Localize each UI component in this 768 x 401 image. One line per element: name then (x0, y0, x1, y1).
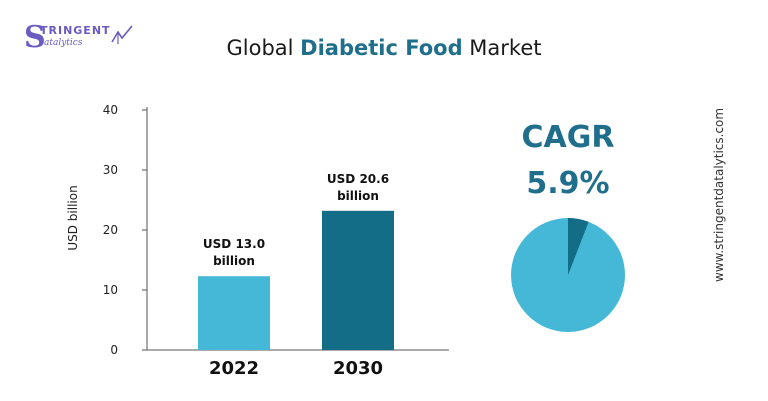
y-tick-label-0: 0 (110, 343, 118, 357)
title-highlight: Diabetic Food (300, 36, 463, 60)
title-suffix: Market (462, 36, 542, 60)
y-axis-label: USD billion (66, 185, 80, 250)
bar-2030 (322, 210, 394, 350)
logo-bottom-text: atalytics (44, 38, 83, 48)
cagr-label: CAGR (521, 120, 615, 155)
data-label-2030-0: USD 20.6 (327, 172, 389, 186)
cagr-value: 5.9% (526, 166, 610, 201)
y-tick-label-3: 30 (103, 163, 118, 177)
x-category-label-2030: 2030 (333, 358, 383, 379)
bar-2022 (198, 276, 270, 350)
data-label-2022-0: USD 13.0 (203, 237, 265, 251)
y-tick-label-1: 10 (103, 283, 118, 297)
brand-logo: S TRINGENT atalytics (24, 20, 134, 60)
logo-check-icon (111, 25, 133, 44)
y-tick-label-2: 20 (103, 223, 118, 237)
logo-initial: S (24, 20, 46, 55)
logo-top-text: TRINGENT (40, 24, 111, 37)
data-label-2022-1: billion (213, 254, 255, 268)
x-category-label-2022: 2022 (209, 358, 259, 379)
y-tick-label-4: 40 (103, 103, 118, 117)
page-title: Global Diabetic Food Market (0, 36, 768, 60)
data-label-2030-1: billion (337, 189, 379, 203)
website-url: www.stringentdatalytics.com (712, 107, 726, 282)
title-prefix: Global (226, 36, 301, 60)
